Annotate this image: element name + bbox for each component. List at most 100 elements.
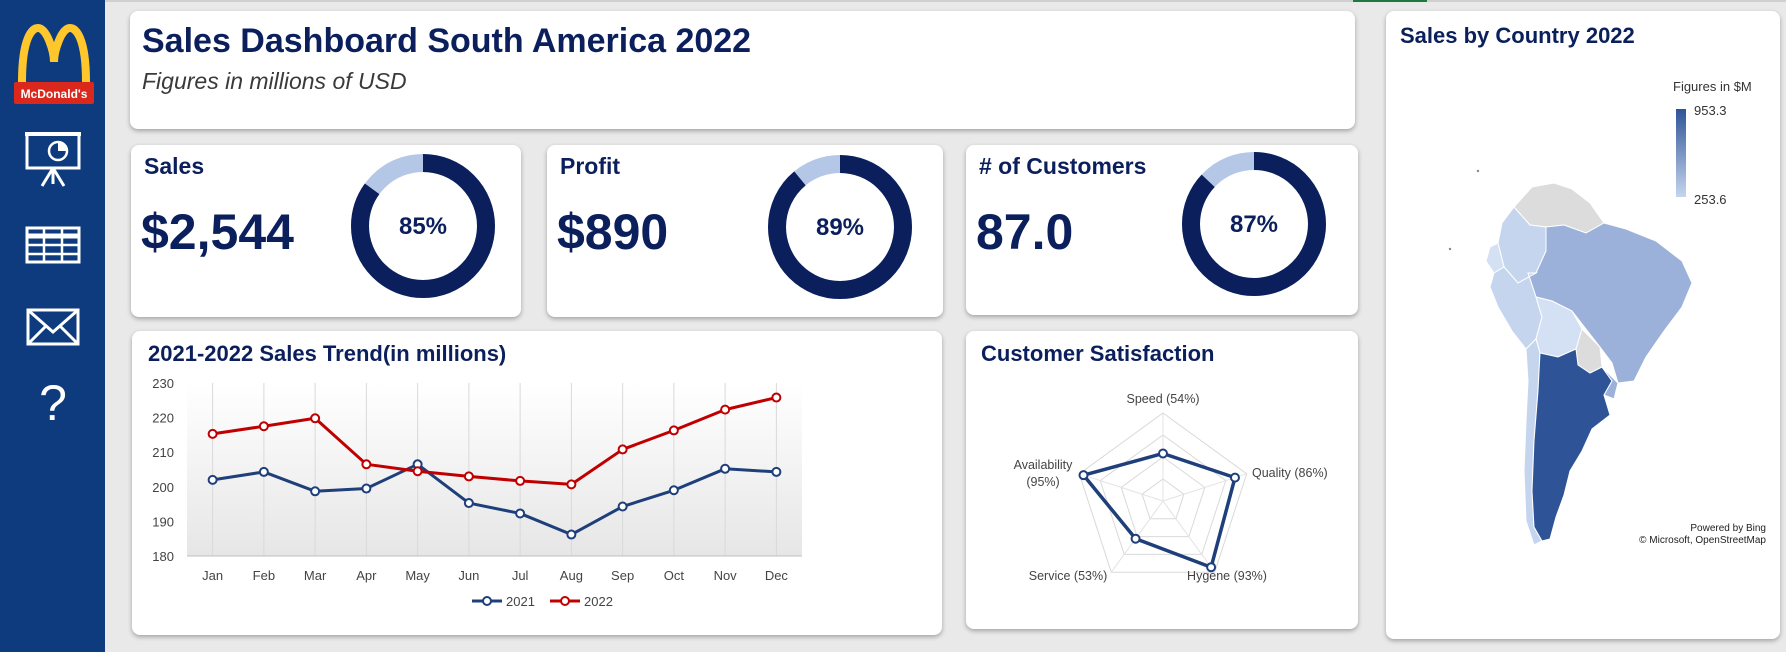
map-title: Sales by Country 2022	[1400, 23, 1635, 48]
radar-point	[1158, 448, 1168, 459]
kpi-donut: 85%	[351, 154, 495, 298]
radar-grid-ring	[1141, 478, 1185, 520]
data-point-2022	[771, 392, 782, 403]
data-point-2022	[310, 413, 321, 424]
kpi-donut: 87%	[1182, 152, 1326, 296]
top-border	[105, 0, 1786, 2]
mcdonalds-logo: McDonald's	[14, 23, 94, 104]
radar-point	[1078, 470, 1089, 481]
donut-percent: 85%	[399, 213, 447, 240]
map-credit-osm: © Microsoft, OpenStreetMap	[1639, 535, 1766, 546]
trend-title: 2021-2022 Sales Trend(in millions)	[148, 341, 507, 366]
data-point-2022	[515, 475, 526, 486]
kpi-value: 87.0	[976, 204, 1074, 260]
data-point-2021	[720, 463, 731, 474]
header-card: Sales Dashboard South America 2022 Figur…	[130, 11, 1355, 129]
x-tick-label: Sep	[611, 568, 634, 583]
kpi-card-sales: Sales $2,544 85%	[131, 145, 521, 317]
kpi-card-profit: Profit $890 89%	[547, 145, 943, 317]
map-legend-title: Figures in $M	[1673, 79, 1752, 94]
x-tick-label: Aug	[560, 568, 583, 583]
map-island	[1476, 169, 1480, 173]
x-tick-label: Mar	[304, 568, 327, 583]
x-tick-label: Feb	[253, 568, 275, 583]
radar-axis-label: Hygene (93%)	[1187, 569, 1267, 583]
radar-grid-ring	[1078, 412, 1248, 573]
data-point-2022	[412, 466, 423, 477]
help-icon[interactable]: ?	[22, 372, 84, 434]
data-point-2021	[566, 529, 577, 540]
radar-grid-ring	[1099, 434, 1227, 555]
data-point-2021	[463, 498, 474, 509]
radar-spoke	[1079, 473, 1164, 502]
radar-axis-label: Service (53%)	[1029, 569, 1108, 583]
kpi-value: $2,544	[141, 204, 294, 260]
radar-axis-label: Quality (86%)	[1252, 466, 1328, 480]
kpi-card-customers: # of Customers 87.0 87%	[966, 145, 1358, 315]
logo-text: McDonald's	[21, 87, 88, 101]
data-point-2022	[668, 425, 679, 436]
kpi-label: # of Customers	[979, 153, 1147, 179]
data-point-2021	[258, 466, 269, 477]
mail-icon[interactable]	[22, 296, 84, 358]
radar-axis-label: Availability (95%)	[1014, 458, 1074, 489]
data-point-2022	[207, 428, 218, 439]
sales-trend-chart: Jan Feb Mar Apr May Jun Jul Aug Sep Oct Nov Dec 180 1…	[152, 376, 802, 609]
sidebar: McDonald's ?	[0, 0, 105, 652]
kpi-label: Profit	[560, 153, 621, 179]
y-tick-label: 230	[152, 376, 174, 391]
data-point-2021	[668, 485, 679, 496]
data-point-2022	[361, 459, 372, 470]
data-point-2021	[310, 486, 321, 497]
y-tick-label: 190	[152, 514, 174, 529]
data-point-2022	[720, 404, 731, 415]
radar-axis-label: Speed (54%)	[1127, 392, 1200, 406]
plot-area	[187, 383, 802, 556]
y-tick-label: 200	[152, 480, 174, 495]
legend-swatch-marker	[482, 596, 492, 606]
map-legend-max: 953.3	[1694, 103, 1727, 118]
x-tick-label: Jul	[512, 568, 529, 583]
data-point-2021	[207, 474, 218, 485]
data-point-2022	[566, 479, 577, 490]
radar-point	[1229, 472, 1240, 483]
donut-percent: 89%	[816, 214, 864, 241]
table-icon[interactable]	[22, 214, 84, 276]
legend-label: 2022	[584, 594, 613, 609]
satisfaction-card: Customer Satisfaction Speed (54%) Quality…	[966, 331, 1358, 629]
data-point-2021	[617, 501, 628, 512]
sales-trend-card: 2021-2022 Sales Trend(in millions) Jan Fe…	[132, 331, 942, 635]
y-tick-label: 210	[152, 445, 174, 460]
radar-point	[1206, 562, 1217, 573]
x-tick-label: Nov	[714, 568, 738, 583]
data-point-2022	[258, 421, 269, 432]
radar-point	[1130, 533, 1141, 544]
map-region-ecuador	[1485, 242, 1505, 274]
active-tab-indicator	[1353, 0, 1427, 2]
map-region-argentina	[1531, 348, 1613, 542]
legend-swatch-marker	[560, 596, 570, 606]
x-tick-label: Oct	[664, 568, 685, 583]
satisfaction-radar-chart: Speed (54%) Quality (86%) Hygene (93%) Serv…	[1014, 392, 1328, 583]
series-line-2022	[212, 396, 777, 486]
x-tick-label: Dec	[765, 568, 789, 583]
donut-fill	[351, 154, 495, 298]
x-tick-label: Jun	[458, 568, 479, 583]
south-america-map	[1448, 169, 1693, 546]
data-point-2021	[771, 466, 782, 477]
legend-label: 2021	[506, 594, 535, 609]
donut-fill	[768, 155, 912, 299]
presentation-icon[interactable]	[22, 128, 84, 190]
x-tick-label: Jan	[202, 568, 223, 583]
map-legend-min: 253.6	[1694, 192, 1727, 207]
data-point-2022	[617, 444, 628, 455]
donut-fill	[1182, 152, 1326, 296]
radar-series-line	[1081, 451, 1237, 569]
donut-percent: 87%	[1230, 211, 1278, 238]
map-credit-bing: Powered by Bing	[1690, 523, 1766, 534]
radar-grid-ring	[1120, 456, 1206, 538]
x-tick-label: Apr	[356, 568, 377, 583]
y-tick-label: 220	[152, 411, 174, 426]
map-legend-gradient	[1676, 109, 1686, 197]
x-tick-label: May	[405, 568, 430, 583]
